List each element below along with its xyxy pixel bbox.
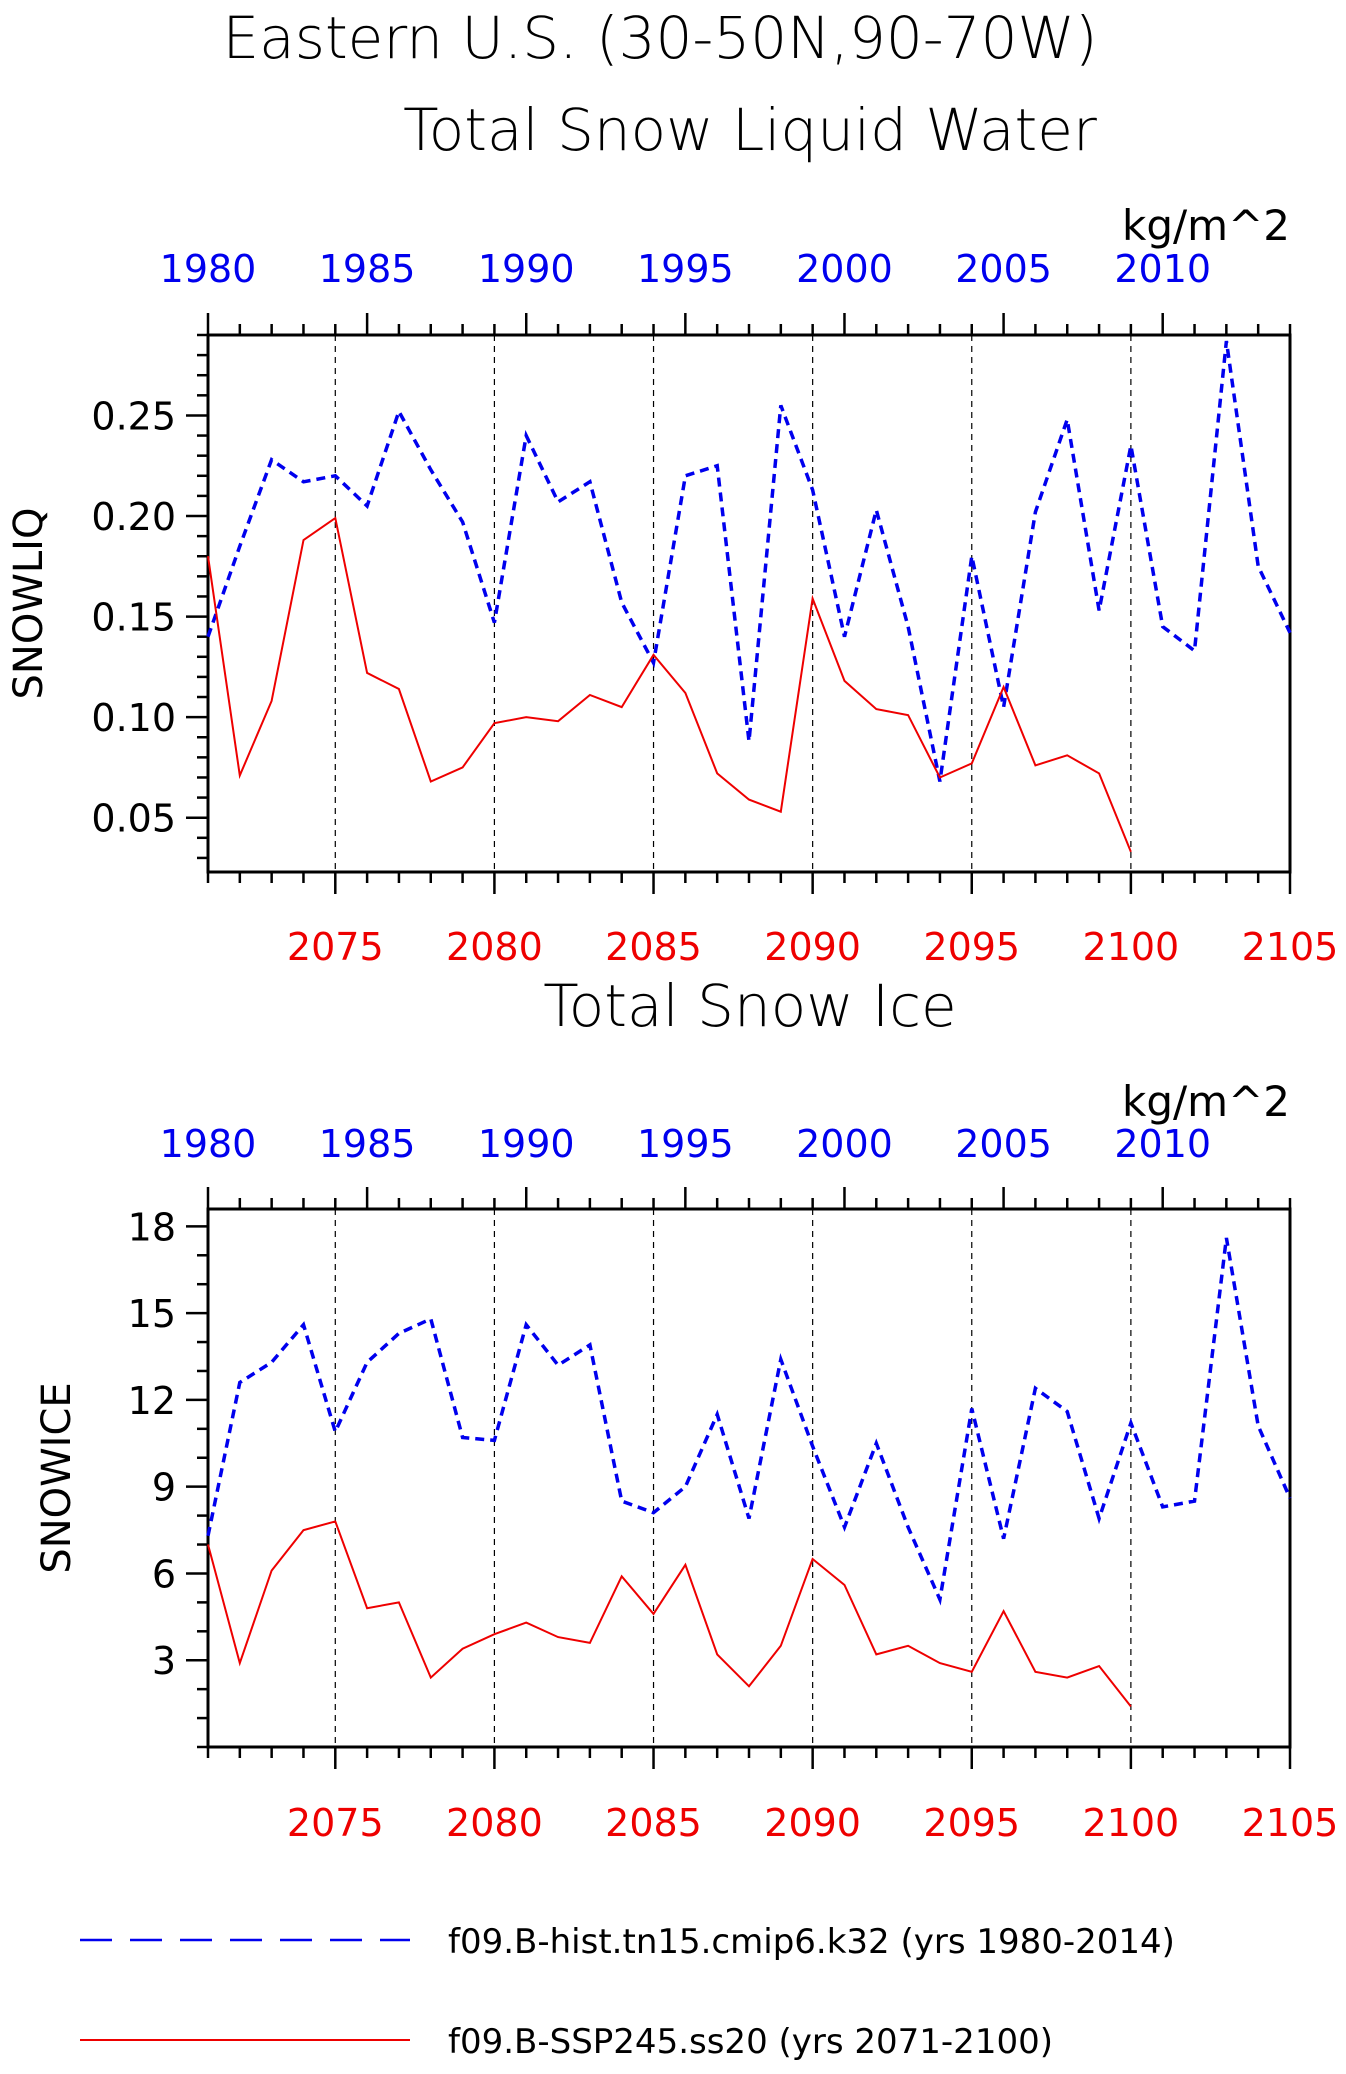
series-line-ssp — [207, 516, 1132, 853]
top-tick-label: 1985 — [319, 1122, 416, 1166]
top-tick-label: 1985 — [319, 247, 416, 291]
bottom-tick-label: 2100 — [1083, 925, 1180, 969]
chart-panels: Total Snow Liquid Water kg/m^2 SNOWLIQ 1980… — [6, 96, 1338, 1845]
bottom-tick-label: 2100 — [1083, 1801, 1180, 1845]
units-label: kg/m^2 — [1122, 1077, 1290, 1126]
y-tick-label: 0.15 — [91, 596, 176, 640]
bottom-tick-label: 2085 — [605, 1801, 702, 1845]
top-tick-label: 1990 — [478, 247, 575, 291]
y-tick-label: 9 — [152, 1466, 176, 1510]
y-tick-label: 0.05 — [91, 797, 176, 841]
chart-title: Total Snow Liquid Water — [403, 96, 1097, 164]
y-tick-label: 6 — [152, 1552, 176, 1596]
units-label: kg/m^2 — [1122, 201, 1290, 250]
bottom-tick-label: 2105 — [1242, 925, 1339, 969]
bottom-tick-label: 2090 — [764, 925, 861, 969]
y-tick-label: 0.25 — [91, 394, 176, 438]
top-tick-label: 2010 — [1114, 1122, 1211, 1166]
plot-frame — [206, 333, 1292, 874]
y-tick-label: 12 — [128, 1379, 176, 1423]
y-tick-label: 18 — [128, 1205, 176, 1249]
top-tick-label: 2005 — [955, 1122, 1052, 1166]
top-tick-label: 2000 — [796, 1122, 893, 1166]
top-tick-label: 1995 — [637, 1122, 734, 1166]
y-axis-label: SNOWLIQ — [6, 508, 52, 700]
legend-label: f09.B-hist.tn15.cmip6.k32 (yrs 1980-2014… — [448, 1922, 1175, 1962]
top-tick-label: 2010 — [1114, 247, 1211, 291]
top-tick-label: 1980 — [160, 1122, 257, 1166]
legend: f09.B-hist.tn15.cmip6.k32 (yrs 1980-2014… — [80, 1922, 1175, 2062]
chart-title: Total Snow Ice — [543, 972, 957, 1040]
bottom-tick-label: 2085 — [605, 925, 702, 969]
y-axis-label: SNOWICE — [34, 1382, 80, 1573]
top-tick-label: 2005 — [955, 247, 1052, 291]
plot-frame — [206, 1207, 1292, 1749]
y-tick-label: 15 — [128, 1292, 176, 1336]
top-tick-label: 1980 — [160, 247, 257, 291]
series-line-hist — [206, 340, 1292, 782]
y-tick-label: 0.10 — [91, 696, 176, 740]
top-tick-label: 1990 — [478, 1122, 575, 1166]
bottom-tick-label: 2095 — [923, 1801, 1020, 1845]
bottom-tick-label: 2105 — [1242, 1801, 1339, 1845]
bottom-tick-label: 2080 — [446, 1801, 543, 1845]
chart-panel-2: Total Snow Ice kg/m^2 SNOWICE 1980 1985 1990 1… — [34, 972, 1338, 1845]
y-tick-label: 3 — [152, 1639, 176, 1683]
bottom-tick-label: 2075 — [287, 1801, 384, 1845]
bottom-tick-label: 2080 — [446, 925, 543, 969]
bottom-tick-label: 2075 — [287, 925, 384, 969]
bottom-tick-label: 2090 — [764, 1801, 861, 1845]
figure-title: Eastern U.S. (30-50N,90-70W) — [223, 4, 1098, 72]
legend-item: f09.B-hist.tn15.cmip6.k32 (yrs 1980-2014… — [80, 1922, 1175, 1962]
series-line-ssp — [207, 1520, 1132, 1708]
series-line-hist — [206, 1237, 1292, 1606]
legend-label: f09.B-SSP245.ss20 (yrs 2071-2100) — [448, 2022, 1053, 2062]
bottom-tick-label: 2095 — [923, 925, 1020, 969]
top-tick-label: 1995 — [637, 247, 734, 291]
legend-item: f09.B-SSP245.ss20 (yrs 2071-2100) — [80, 2022, 1053, 2062]
chart-panel-1: Total Snow Liquid Water kg/m^2 SNOWLIQ 1980… — [6, 96, 1338, 969]
y-tick-label: 0.20 — [91, 495, 176, 539]
top-tick-label: 2000 — [796, 247, 893, 291]
